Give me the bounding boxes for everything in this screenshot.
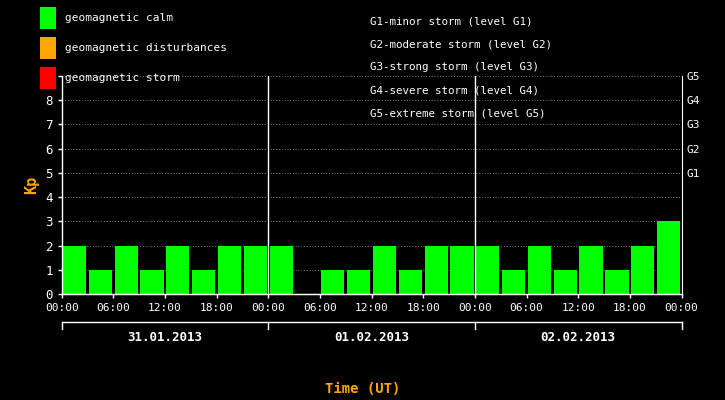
Bar [88,270,112,294]
Bar [528,246,551,294]
Bar [554,270,577,294]
Y-axis label: Kp: Kp [25,176,40,194]
Text: 02.02.2013: 02.02.2013 [541,331,616,344]
Bar [192,270,215,294]
Bar [270,246,293,294]
Bar [502,270,525,294]
Text: G1-minor storm (level G1): G1-minor storm (level G1) [370,16,532,26]
Text: G2-moderate storm (level G2): G2-moderate storm (level G2) [370,39,552,49]
Text: Time (UT): Time (UT) [325,382,400,396]
Bar [166,246,189,294]
Bar [657,221,680,294]
Bar [579,246,602,294]
Bar [450,246,473,294]
Text: G4-severe storm (level G4): G4-severe storm (level G4) [370,86,539,96]
Text: geomagnetic disturbances: geomagnetic disturbances [65,43,226,53]
Text: geomagnetic calm: geomagnetic calm [65,13,173,23]
Bar [63,246,86,294]
Text: G3-strong storm (level G3): G3-strong storm (level G3) [370,62,539,72]
Bar [399,270,422,294]
Text: 31.01.2013: 31.01.2013 [128,331,202,344]
Bar [605,270,629,294]
Bar [321,270,344,294]
Bar [115,246,138,294]
Bar [141,270,164,294]
Bar [218,246,241,294]
Bar [476,246,500,294]
Text: G5-extreme storm (level G5): G5-extreme storm (level G5) [370,109,545,119]
Bar [373,246,396,294]
Bar [244,246,267,294]
Text: 01.02.2013: 01.02.2013 [334,331,409,344]
Bar [425,246,448,294]
Bar [347,270,370,294]
Bar [631,246,655,294]
Text: geomagnetic storm: geomagnetic storm [65,73,179,83]
